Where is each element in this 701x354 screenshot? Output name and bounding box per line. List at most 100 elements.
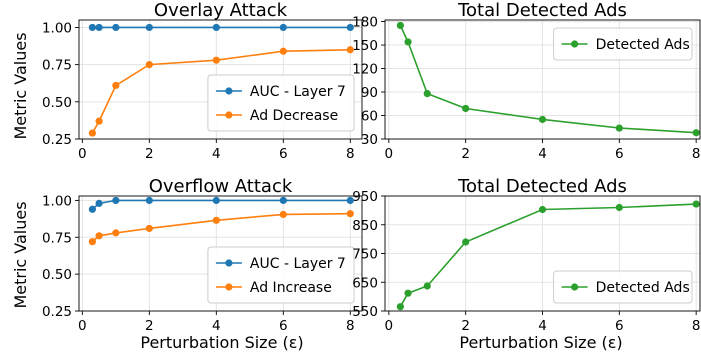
y-tick-label: 0.75: [42, 230, 72, 246]
y-tick-label: 0.25: [42, 132, 72, 148]
xlabel-right: Perturbation Size (ε): [459, 333, 622, 352]
legend-marker: [571, 40, 579, 48]
data-point: [88, 23, 96, 32]
data-point: [95, 232, 103, 240]
legend-label: Ad Increase: [250, 280, 332, 296]
data-point: [212, 56, 220, 64]
data-point: [346, 196, 354, 205]
x-tick-label: 6: [615, 146, 624, 162]
data-point: [346, 210, 354, 218]
data-point: [404, 38, 412, 46]
data-point: [88, 129, 96, 137]
x-tick-label: 4: [212, 318, 221, 334]
plot-frame: [78, 195, 363, 312]
data-point: [346, 46, 354, 54]
chart-title: Total Detected Ads: [457, 176, 627, 197]
legend-box: [553, 27, 693, 61]
x-tick-label: 6: [279, 318, 288, 334]
data-point: [88, 238, 96, 246]
data-point: [538, 205, 547, 214]
x-tick-label: 0: [385, 146, 394, 162]
legend: AUC - Layer 7 Ad Increase: [207, 246, 355, 304]
x-tick-label: 8: [346, 318, 355, 334]
legend-marker: [225, 259, 233, 267]
x-tick-label: 2: [461, 318, 470, 334]
data-point: [145, 23, 153, 32]
data-point: [615, 203, 623, 212]
data-point: [279, 210, 287, 219]
legend-marker: [225, 283, 233, 291]
legend-label: Detected Ads: [596, 37, 690, 53]
plot-frame: [384, 195, 701, 312]
y-tick-label: 90: [361, 85, 378, 101]
y-tick-label: 950: [352, 189, 378, 205]
panel-1: 0 2 4 6 8 0.25 0.50 0.75 1.00 Overlay Attack AUC -…: [42, 0, 363, 162]
plot-frame: [78, 19, 363, 140]
data-point: [423, 282, 431, 290]
y-tick-label: 1.00: [42, 193, 72, 209]
x-tick-label: 2: [145, 146, 154, 162]
data-point: [396, 303, 404, 311]
x-tick-label: 6: [279, 146, 288, 162]
data-point: [212, 23, 220, 32]
y-tick-label: 180: [352, 15, 378, 31]
legend-box: [207, 74, 355, 132]
data-point: [112, 81, 120, 90]
y-tick-label: 650: [352, 275, 378, 291]
data-point: [404, 289, 412, 297]
series-line: [91, 199, 351, 210]
legend-box: [553, 270, 693, 304]
y-tick-label: 60: [361, 109, 378, 125]
x-tick-label: 4: [538, 318, 547, 334]
legend-marker: [225, 87, 233, 95]
x-tick-label: 6: [615, 318, 624, 334]
data-point: [396, 21, 404, 30]
y-tick-label: 1.00: [42, 20, 72, 36]
y-tick-label: 0.50: [42, 95, 72, 111]
legend-box: [207, 246, 355, 304]
legend-marker: [225, 111, 233, 119]
legend-marker: [571, 283, 579, 291]
x-tick-label: 8: [346, 146, 355, 162]
plot-frame: [384, 19, 701, 140]
x-tick-label: 4: [212, 146, 221, 162]
data-point: [145, 61, 153, 69]
data-point: [88, 205, 96, 213]
data-point: [423, 89, 431, 98]
y-tick-label: 0.75: [42, 58, 72, 74]
data-point: [692, 200, 700, 208]
chart-title: Overlay Attack: [154, 0, 288, 21]
left-ylabel-bottom: Metric Values: [11, 201, 30, 308]
chart-title: Overflow Attack: [149, 176, 293, 197]
x-tick-label: 0: [78, 318, 87, 334]
y-tick-label: 30: [361, 132, 378, 148]
x-tick-label: 0: [385, 318, 394, 334]
legend: Detected Ads: [553, 27, 693, 61]
x-tick-label: 0: [78, 146, 87, 162]
data-point: [279, 47, 287, 55]
data-point: [279, 23, 287, 32]
data-point: [112, 196, 120, 205]
panel-3: 0 2 4 6 8 0.25 0.50 0.75 1.00 Overflow Attack AUC …: [42, 176, 363, 334]
data-point: [279, 196, 287, 205]
x-tick-label: 2: [461, 146, 470, 162]
y-tick-label: 0.25: [42, 304, 72, 320]
data-point: [462, 104, 470, 113]
legend: AUC - Layer 7 Ad Decrease: [207, 74, 355, 132]
data-point: [112, 229, 120, 237]
panel-2: 0 2 4 6 8 30 60 90 120 150 180 Total Detected Ads De…: [352, 0, 700, 162]
data-point: [112, 23, 120, 32]
x-tick-label: 8: [692, 318, 701, 334]
y-tick-label: 0.50: [42, 267, 72, 283]
legend-label: Detected Ads: [596, 280, 690, 296]
x-tick-label: 4: [538, 146, 547, 162]
data-point: [538, 115, 547, 124]
data-point: [615, 124, 623, 132]
data-point: [145, 196, 153, 205]
y-tick-label: 850: [352, 218, 378, 234]
data-point: [95, 117, 103, 125]
data-point: [212, 216, 220, 224]
chart-title: Total Detected Ads: [457, 0, 627, 21]
y-tick-label: 750: [352, 247, 378, 263]
